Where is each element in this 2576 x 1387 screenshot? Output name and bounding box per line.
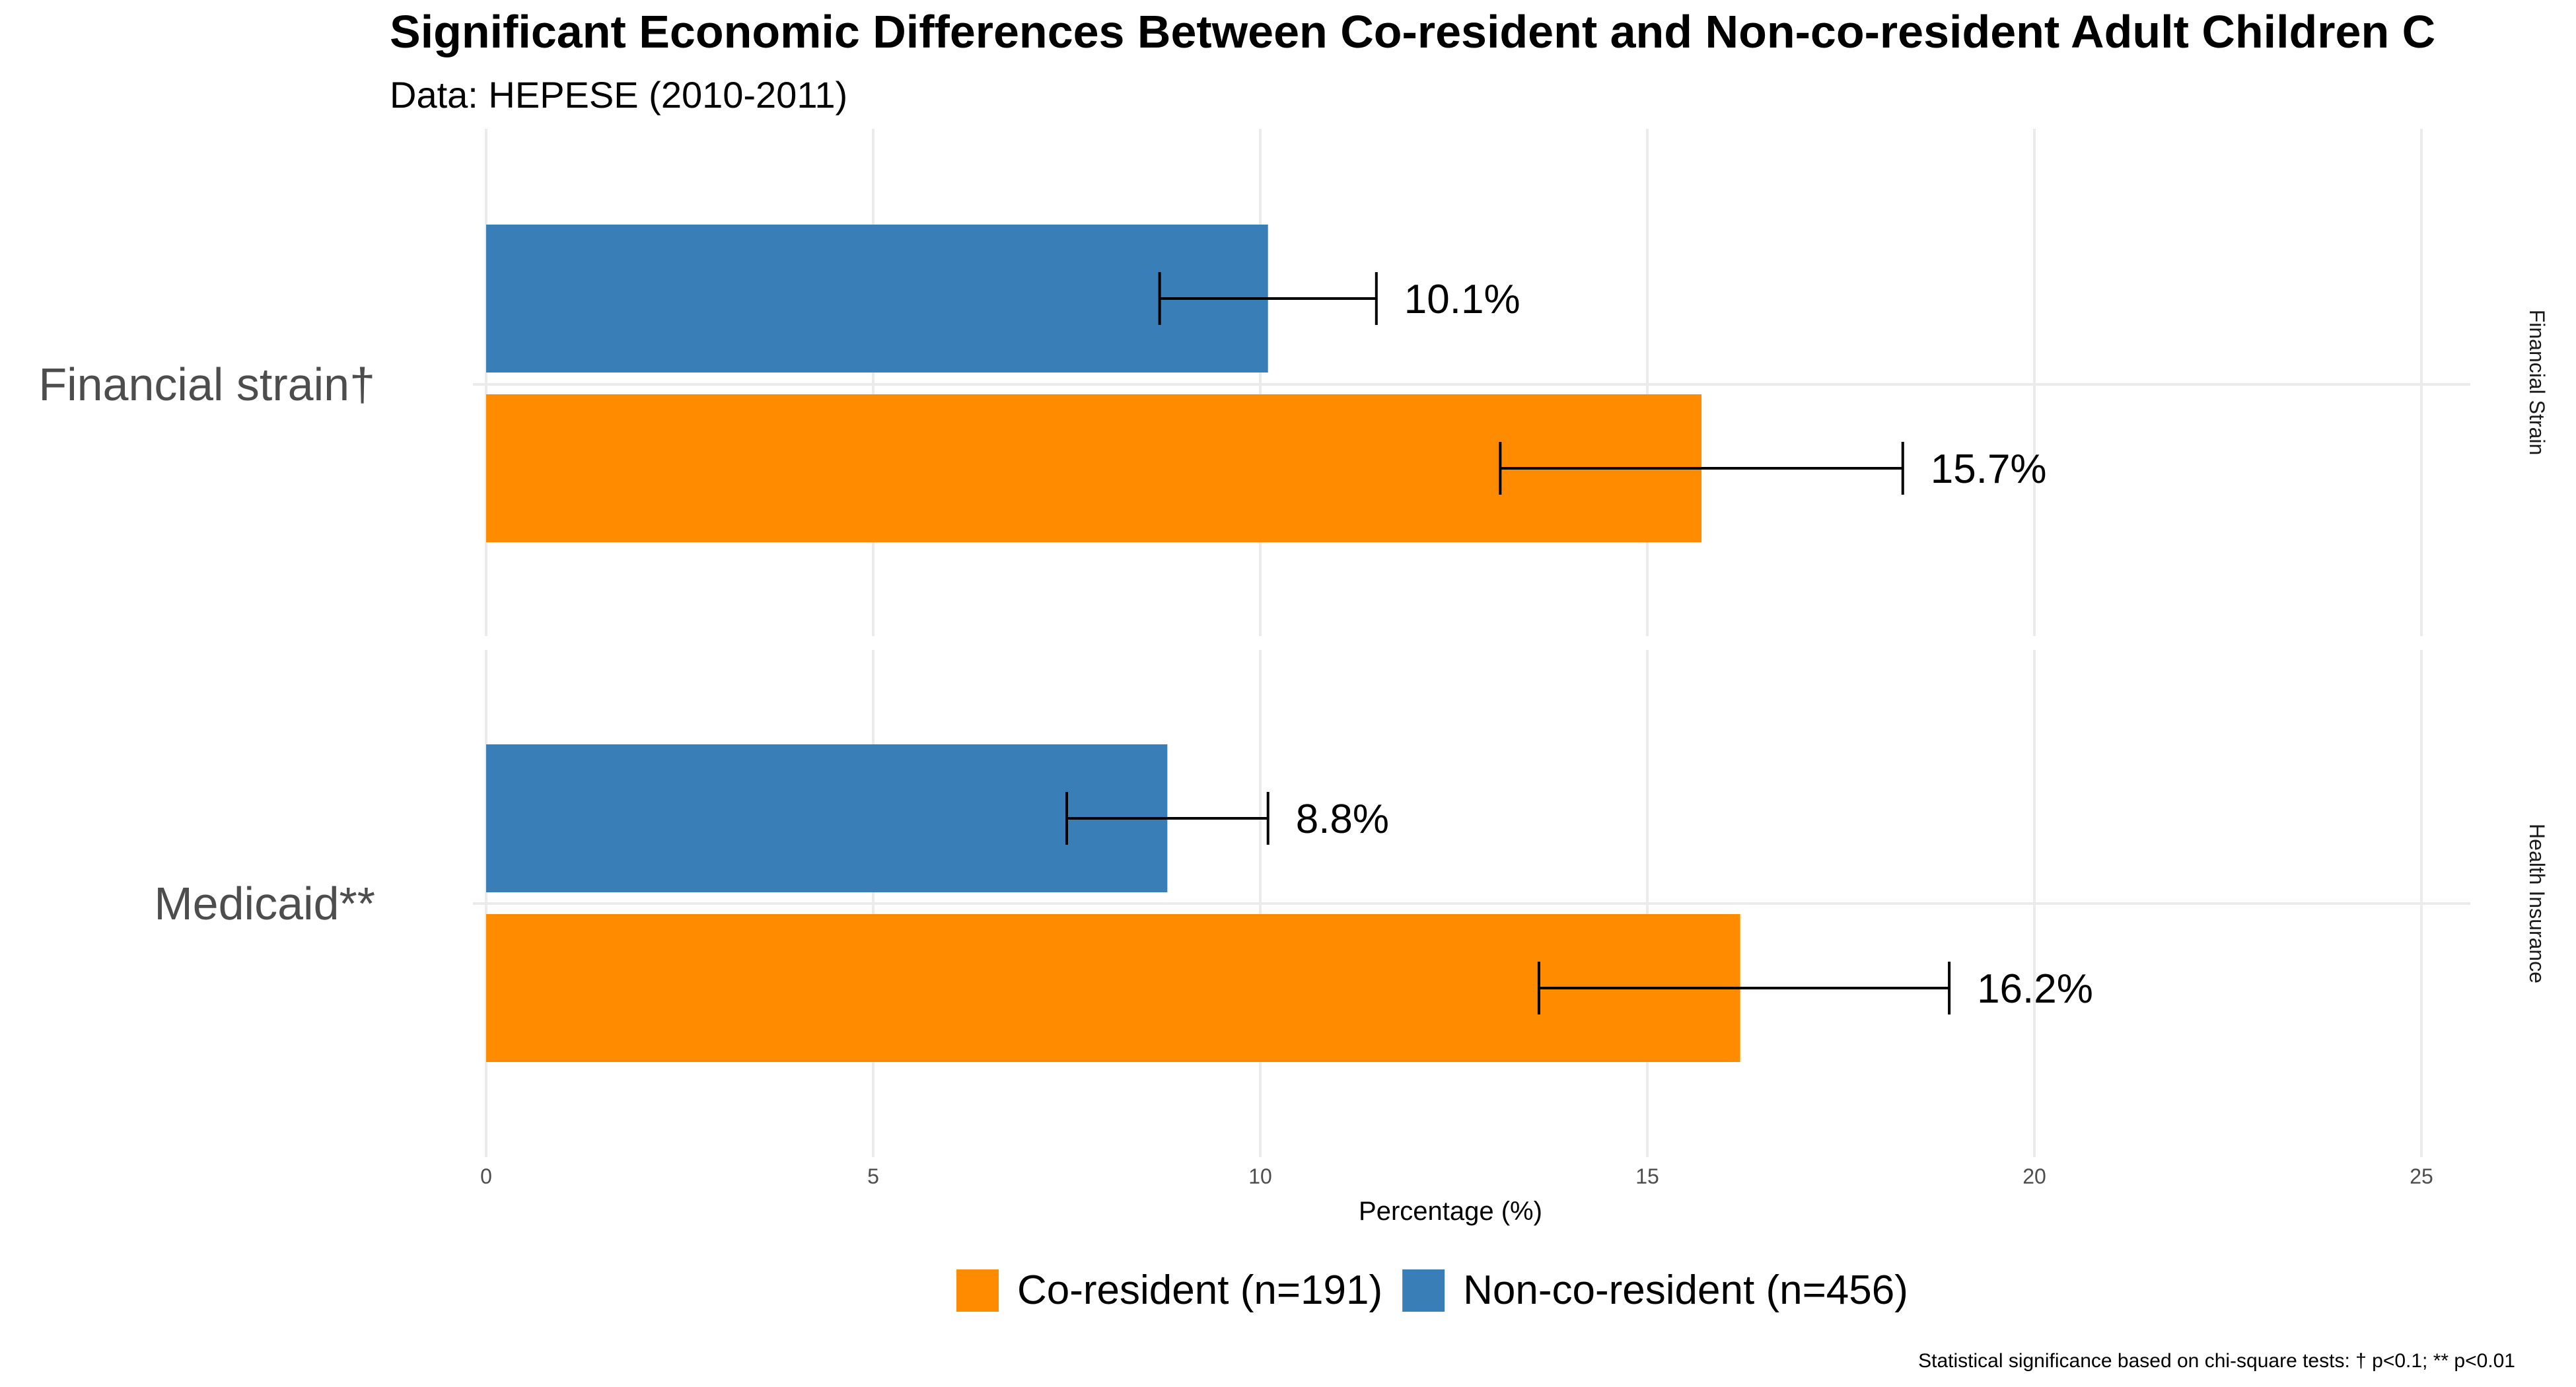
facet-label: Health Insurance — [2525, 824, 2549, 983]
data-label: 16.2% — [1977, 966, 2093, 1012]
bar — [486, 744, 1168, 892]
data-label: 10.1% — [1404, 277, 1521, 322]
x-tick-label: 5 — [867, 1164, 879, 1188]
legend-label: Co-resident (n=191) — [1017, 1267, 1382, 1313]
facet-panel-1: 10.1% 15.7% Financial strain† Financial Str… — [38, 129, 2549, 636]
facet-label: Financial Strain — [2525, 310, 2549, 456]
x-axis-title: Percentage (%) — [1359, 1197, 1542, 1226]
x-tick-label: 15 — [1635, 1164, 1659, 1188]
chart-title: Significant Economic Differences Between… — [390, 6, 2435, 57]
x-tick-label: 10 — [1248, 1164, 1272, 1188]
category-label: Medicaid** — [154, 878, 375, 929]
legend-swatch — [1402, 1269, 1445, 1312]
bar — [486, 914, 1740, 1062]
chart-caption: Statistical significance based on chi-sq… — [1918, 1350, 2515, 1372]
bar — [486, 225, 1268, 373]
category-label: Financial strain† — [38, 359, 375, 410]
x-tick-label: 25 — [2410, 1164, 2433, 1188]
facet-panel-2: 8.8% 16.2% Medicaid** Health Insurance — [154, 650, 2549, 1157]
chart-subtitle: Data: HEPESE (2010-2011) — [390, 74, 847, 116]
x-tick-label: 0 — [480, 1164, 492, 1188]
data-label: 15.7% — [1931, 446, 2047, 492]
legend-item: Co-resident (n=191) — [956, 1267, 1382, 1313]
legend: Co-resident (n=191) Non-co-resident (n=45… — [956, 1267, 1908, 1313]
legend-swatch — [956, 1269, 999, 1312]
legend-item: Non-co-resident (n=456) — [1402, 1267, 1908, 1313]
data-label: 8.8% — [1296, 797, 1389, 842]
plot-area: 10.1% 15.7% Financial strain† Financial Str… — [38, 129, 2549, 1188]
x-tick-label: 20 — [2022, 1164, 2046, 1188]
legend-label: Non-co-resident (n=456) — [1463, 1267, 1908, 1313]
